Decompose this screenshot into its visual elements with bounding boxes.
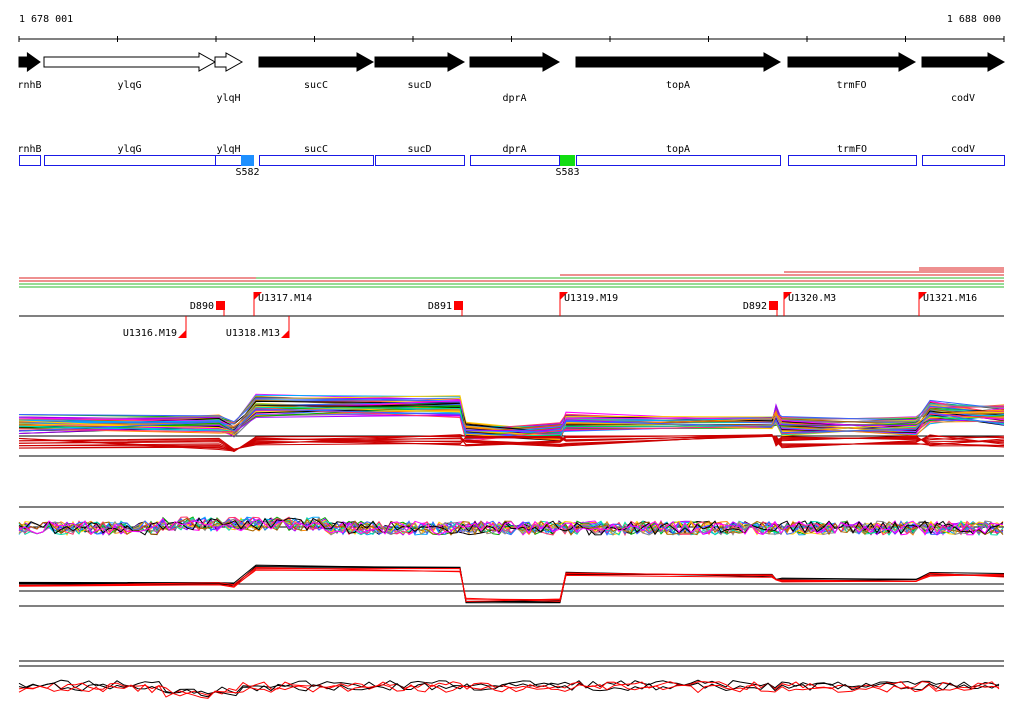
gene-box-label: dprA [502, 144, 526, 155]
gene-box-rnhB [19, 155, 41, 166]
gene-label: codV [951, 93, 975, 104]
gene-label: ylqG [117, 80, 141, 91]
segment-track[interactable]: S582 S583 [235, 155, 580, 178]
gene-arrow-ylqG [43, 52, 217, 72]
marker-label: U1319.M19 [564, 293, 618, 304]
marker-flag [254, 292, 262, 300]
gene-label: topA [666, 80, 690, 91]
gene-box-label: sucC [304, 144, 328, 155]
segment-S583 [560, 155, 575, 166]
ruler-ticks [18, 36, 1005, 42]
marker-flag [919, 292, 927, 300]
expression-panel-1 [18, 393, 1005, 457]
gene-box-trmFO [788, 155, 917, 166]
marker-label: D891 [428, 301, 452, 312]
gene-box-sucC [259, 155, 374, 166]
gene-box-topA [576, 155, 781, 166]
segment-S582 [241, 155, 254, 166]
marker-label: U1320.M3 [788, 293, 836, 304]
marker-square [769, 301, 778, 310]
gene-box-sucD [375, 155, 465, 166]
marker-label: U1321.M16 [923, 293, 977, 304]
upstream-marker-track[interactable]: D890 U1317.M14 D891 U1319.M19 D892 U1320.M3 U1… [123, 292, 977, 339]
expression-panel-4 [18, 660, 1004, 699]
gene-box-label: codV [951, 144, 975, 155]
gene-box-label: sucD [407, 144, 431, 155]
marker-flag [178, 330, 186, 338]
marker-label: U1318.M13 [226, 328, 280, 339]
marker-flag [560, 292, 568, 300]
series-line [18, 435, 1005, 450]
gene-arrow-sucC [258, 52, 375, 72]
marker-label: U1317.M14 [258, 293, 312, 304]
context-lines [19, 267, 1004, 288]
gene-label: dprA [502, 93, 526, 104]
gene-label: sucC [304, 80, 328, 91]
gene-box-label: ylqH [216, 144, 240, 155]
gene-box-label: rnhB [17, 144, 41, 155]
series-line [18, 683, 1000, 699]
gene-arrow-dprA [469, 52, 561, 72]
gene-arrow-topA [575, 52, 782, 72]
marker-square [454, 301, 463, 310]
coordinate-ruler: 1 678 001 1 688 000 [18, 14, 1005, 42]
series-line [18, 517, 1004, 536]
gene-label: ylqH [216, 93, 240, 104]
segment-label: S583 [555, 167, 579, 178]
ruler-start-label: 1 678 001 [19, 14, 73, 25]
expression-panel-2 [18, 506, 1004, 537]
expression-panel-3 [18, 564, 1005, 607]
gene-arrow-codV [921, 52, 1006, 72]
gene-box-track[interactable]: rnhB ylqG ylqH sucC sucD dprA topA trmFO codV [17, 144, 1005, 166]
series-line [18, 569, 1005, 601]
gene-box-label: trmFO [837, 144, 867, 155]
ruler-end-label: 1 688 000 [947, 14, 1001, 25]
gene-arrow-ylqH [214, 52, 244, 72]
gene-arrow-rnhB [18, 52, 41, 72]
marker-label: D890 [190, 301, 214, 312]
gene-box-codV [922, 155, 1005, 166]
gene-box-label: topA [666, 144, 690, 155]
marker-label: D892 [743, 301, 767, 312]
gene-label: trmFO [836, 80, 866, 91]
gene-label: sucD [407, 80, 431, 91]
gene-box-label: ylqG [117, 144, 141, 155]
marker-label: U1316.M19 [123, 328, 177, 339]
marker-flag [281, 330, 289, 338]
series-line [18, 408, 1005, 439]
gene-label: rnhB [17, 80, 41, 91]
gene-box-dprA [470, 155, 560, 166]
gene-arrow-trmFO [787, 52, 917, 72]
series-line [18, 682, 1000, 698]
gene-box-ylqG [44, 155, 216, 166]
segment-label: S582 [235, 167, 259, 178]
marker-square [216, 301, 225, 310]
gene-box-ylqH [215, 155, 243, 166]
marker-flag [784, 292, 792, 300]
gene-arrow-sucD [374, 52, 466, 72]
gene-arrow-track[interactable]: rnhB ylqG ylqH sucC sucD dprA topA trmFO codV [17, 52, 1006, 104]
